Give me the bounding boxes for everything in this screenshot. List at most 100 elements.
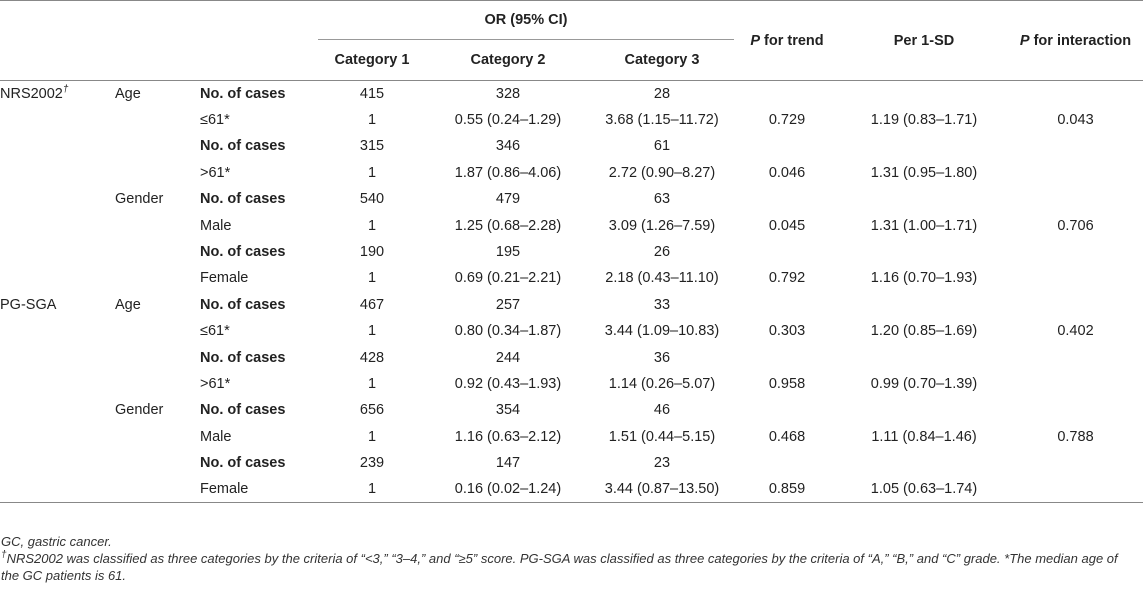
category-3-cell: 3.09 (1.26–7.59) [608,217,716,234]
category-2-cell: 244 [495,349,521,366]
category-3-cell: 1.51 (0.44–5.15) [608,428,716,445]
category-2-cell: 0.69 (0.21–2.21) [454,270,562,287]
p-trend-cell [734,344,840,370]
per-sd-cell [840,81,1008,107]
category-1-cell: 315 [359,138,385,155]
classification-note: †NRS2002 was classified as three categor… [1,549,1118,583]
row-label-cell: Male [200,428,232,445]
p-trend-cell [734,186,840,212]
table-row: Male 1 1.16 (0.63–2.12) 1.51 (0.44–5.15) 0.4… [0,424,1143,450]
p-trend-cell [734,397,840,423]
category-1-cell: 1 [367,323,377,340]
table-row: NRS2002† Age No. of cases 415 328 28 [0,81,1143,107]
table-row: Gender No. of cases 656 354 46 [0,397,1143,423]
row-label-cell: No. of cases [200,296,286,313]
tool-cell [0,424,115,450]
p-interaction-cell [1008,133,1143,159]
row-label-cell: No. of cases [200,191,286,208]
category-3-cell: 46 [653,402,671,419]
results-table: OR (95% CI) P for trend Per 1-SD P for i… [0,0,1143,504]
category-3-cell: 23 [653,455,671,472]
p-trend-cell: 0.046 [768,164,806,181]
p-interaction-cell [1008,186,1143,212]
per-sd-cell [840,450,1008,476]
category-2-cell: 1.25 (0.68–2.28) [454,217,562,234]
tool-cell [0,476,115,504]
p-interaction-cell [1008,265,1143,291]
category-2-cell: 0.55 (0.24–1.29) [454,112,562,129]
per-sd-cell: 1.11 (0.84–1.46) [871,428,977,445]
tool-cell [0,239,115,265]
row-label-cell: Female [200,270,249,287]
category-2-cell: 1.16 (0.63–2.12) [454,428,562,445]
table-row: ≤61* 1 0.55 (0.24–1.29) 3.68 (1.15–11.72) 0.… [0,107,1143,133]
row-label-cell: >61* [200,375,231,392]
table-row: Female 1 0.16 (0.02–1.24) 3.44 (0.87–13.50)… [0,476,1143,504]
table-row: >61* 1 0.92 (0.43–1.93) 1.14 (0.26–5.07) 0.9… [0,371,1143,397]
p-interaction-cell [1008,476,1143,504]
row-label-cell: ≤61* [200,323,230,340]
p-interaction-cell [1008,292,1143,318]
p-interaction-cell [1008,160,1143,186]
p-interaction-cell [1008,397,1143,423]
category-2-cell: 1.87 (0.86–4.06) [454,164,562,181]
p-interaction-cell [1008,371,1143,397]
tool-cell [0,212,115,238]
table-row: >61* 1 1.87 (0.86–4.06) 2.72 (0.90–8.27) 0.0… [0,160,1143,186]
category-2-cell: 328 [495,85,521,102]
per-sd-cell [840,292,1008,318]
table-row: No. of cases 190 195 26 [0,239,1143,265]
per-sd-cell: 0.99 (0.70–1.39) [870,375,978,392]
tool-cell: PG-SGA [0,296,57,313]
tool-cell: NRS2002† [0,84,69,102]
category-2-cell: 479 [495,191,521,208]
category-3-cell: 33 [653,296,671,313]
row-label-cell: No. of cases [200,138,286,155]
p-trend-cell: 0.958 [768,375,806,392]
factor-cell: Gender [115,191,164,208]
factor-cell [115,160,200,186]
per-sd-cell [840,239,1008,265]
p-trend-cell [734,133,840,159]
p-interaction-cell [1008,81,1143,107]
row-label-cell: >61* [200,164,231,181]
category-1-cell: 1 [367,428,377,445]
table-header: OR (95% CI) P for trend Per 1-SD P for i… [0,0,1143,81]
p-trend-header: P for trend [750,32,824,49]
factor-cell [115,318,200,344]
table-row: ≤61* 1 0.80 (0.34–1.87) 3.44 (1.09–10.83) 0.… [0,318,1143,344]
table-row: Gender No. of cases 540 479 63 [0,186,1143,212]
abbreviation-note: GC, gastric cancer. [1,534,112,549]
category-2-cell: 0.80 (0.34–1.87) [454,323,562,340]
category-3-cell: 3.44 (0.87–13.50) [590,476,734,504]
factor-cell [115,371,200,397]
table-row: No. of cases 315 346 61 [0,133,1143,159]
table-footnotes: GC, gastric cancer. †NRS2002 was classif… [1,533,1136,584]
p-interaction-cell: 0.402 [1057,323,1094,340]
category-1-cell: 1 [367,270,377,287]
per-sd-cell [840,186,1008,212]
row-label-cell: No. of cases [200,349,286,366]
tool-cell [0,186,115,212]
table-row: No. of cases 428 244 36 [0,344,1143,370]
category-3-cell: 36 [653,349,671,366]
p-trend-cell: 0.859 [734,476,840,504]
factor-cell [115,476,200,504]
p-trend-cell: 0.729 [768,112,806,129]
p-interaction-cell [1008,450,1143,476]
row-label-cell: No. of cases [200,402,286,419]
per-sd-cell: 1.31 (0.95–1.80) [870,164,978,181]
p-interaction-cell: 0.043 [1057,112,1094,129]
p-trend-cell [734,81,840,107]
category-3-cell: 2.72 (0.90–8.27) [608,164,716,181]
p-interaction-cell [1008,239,1143,265]
factor-cell [115,344,200,370]
category-3-header: Category 3 [624,52,700,68]
category-2-cell: 354 [495,402,521,419]
tool-cell [0,160,115,186]
factor-cell: Age [115,296,141,313]
category-2-cell: 346 [495,138,521,155]
category-3-cell: 3.44 (1.09–10.83) [604,323,720,340]
p-interaction-cell: 0.788 [1057,428,1094,445]
